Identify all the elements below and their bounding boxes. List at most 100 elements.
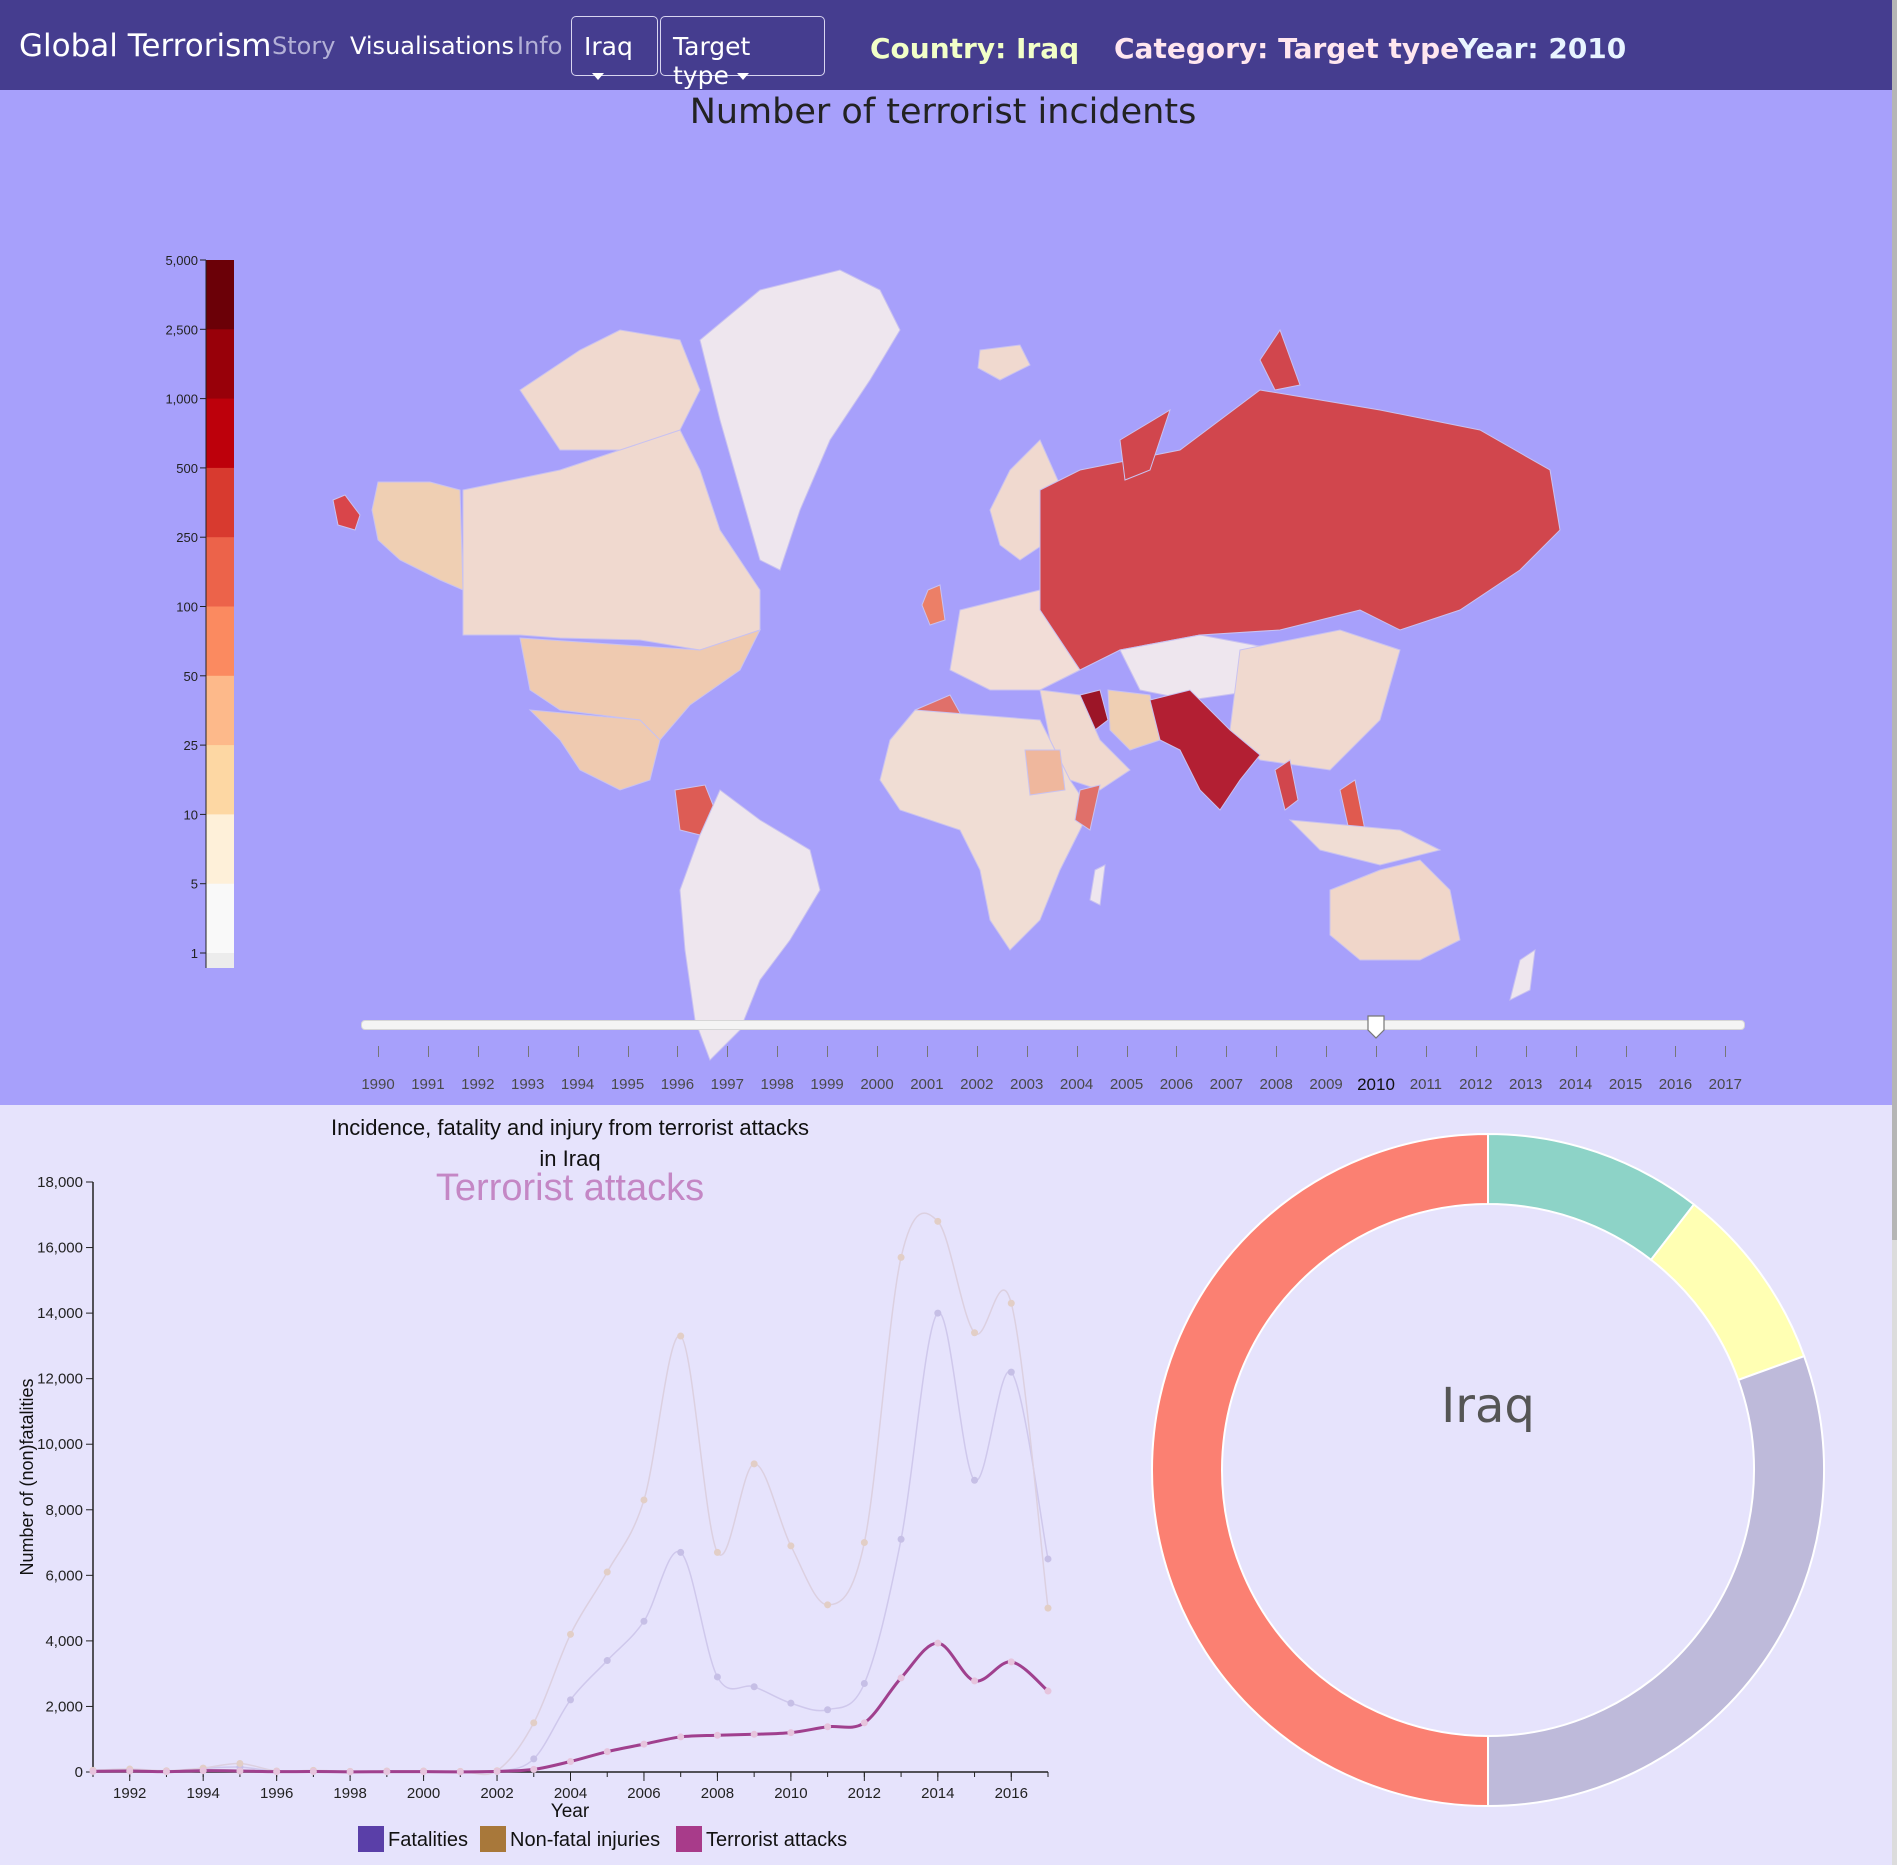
data-point[interactable] bbox=[897, 1535, 905, 1543]
world-map[interactable] bbox=[300, 165, 1580, 1065]
data-point[interactable] bbox=[750, 1683, 758, 1691]
slider-year-label[interactable]: 2006 bbox=[1159, 1076, 1194, 1093]
slider-year-label[interactable]: 2013 bbox=[1509, 1076, 1543, 1093]
data-point[interactable] bbox=[346, 1768, 354, 1776]
data-point[interactable] bbox=[420, 1768, 428, 1776]
data-point[interactable] bbox=[1007, 1368, 1015, 1376]
slider-year-label[interactable]: 2016 bbox=[1658, 1076, 1693, 1093]
slider-year-label[interactable]: 1999 bbox=[810, 1076, 844, 1093]
series-terrorist-attacks[interactable] bbox=[89, 1639, 1052, 1776]
data-point[interactable] bbox=[824, 1601, 832, 1609]
data-point[interactable] bbox=[199, 1767, 207, 1775]
data-point[interactable] bbox=[824, 1706, 832, 1714]
donut-slice[interactable] bbox=[1487, 1354, 1825, 1808]
data-point[interactable] bbox=[934, 1639, 942, 1647]
slider-year-label[interactable]: 2010 bbox=[1357, 1075, 1395, 1094]
data-point[interactable] bbox=[89, 1767, 97, 1775]
data-point[interactable] bbox=[567, 1758, 574, 1766]
data-point[interactable] bbox=[750, 1730, 758, 1738]
donut-slice[interactable] bbox=[1649, 1203, 1806, 1382]
data-point[interactable] bbox=[677, 1733, 685, 1741]
data-point[interactable] bbox=[713, 1731, 721, 1739]
slider-year-label[interactable]: 2000 bbox=[860, 1076, 894, 1093]
slider-year-label[interactable]: 1993 bbox=[511, 1076, 545, 1093]
data-point[interactable] bbox=[677, 1332, 685, 1340]
data-point[interactable] bbox=[603, 1657, 611, 1665]
data-point[interactable] bbox=[383, 1768, 391, 1776]
donut-slice[interactable] bbox=[1487, 1132, 1696, 1262]
data-point[interactable] bbox=[1044, 1555, 1052, 1563]
donut-slice[interactable] bbox=[1151, 1132, 1489, 1808]
slider-year-label[interactable]: 2009 bbox=[1309, 1076, 1343, 1093]
data-point[interactable] bbox=[971, 1476, 979, 1484]
data-point[interactable] bbox=[530, 1719, 538, 1727]
data-point[interactable] bbox=[897, 1253, 905, 1261]
series-line[interactable] bbox=[92, 1641, 1049, 1774]
data-point[interactable] bbox=[567, 1696, 574, 1704]
nav-link-visualisations[interactable]: Visualisations bbox=[350, 32, 515, 60]
slider-year-label[interactable]: 2007 bbox=[1209, 1076, 1243, 1093]
data-point[interactable] bbox=[603, 1748, 611, 1756]
line-chart[interactable]: 0 2,000 4,000 6,000 8,000 10,000 12,000 14,000 1… bbox=[0, 1160, 1080, 1820]
slider-year-label[interactable]: 2015 bbox=[1608, 1076, 1643, 1093]
data-point[interactable] bbox=[934, 1217, 942, 1225]
slider-year-label[interactable]: 2002 bbox=[960, 1076, 994, 1093]
data-point[interactable] bbox=[493, 1767, 501, 1775]
legend-item-fatalities[interactable]: Fatalities bbox=[358, 1826, 468, 1852]
slider-year-label[interactable]: 2004 bbox=[1059, 1076, 1094, 1093]
data-point[interactable] bbox=[787, 1699, 795, 1707]
data-point[interactable] bbox=[640, 1740, 648, 1748]
data-point[interactable] bbox=[640, 1617, 648, 1625]
data-point[interactable] bbox=[640, 1496, 648, 1504]
category-dropdown[interactable]: Target type bbox=[660, 16, 825, 90]
data-point[interactable] bbox=[456, 1768, 464, 1776]
nav-link-info[interactable]: Info bbox=[517, 32, 563, 60]
data-point[interactable] bbox=[603, 1568, 611, 1576]
data-point[interactable] bbox=[236, 1759, 244, 1767]
brand-title[interactable]: Global Terrorism bbox=[19, 28, 272, 64]
data-point[interactable] bbox=[162, 1768, 170, 1776]
data-point[interactable] bbox=[236, 1767, 244, 1775]
data-point[interactable] bbox=[824, 1723, 832, 1731]
data-point[interactable] bbox=[971, 1677, 979, 1685]
slider-year-label[interactable]: 2003 bbox=[1010, 1076, 1044, 1093]
legend-item-non-fatal-injuries[interactable]: Non-fatal injuries bbox=[480, 1826, 660, 1852]
data-point[interactable] bbox=[1007, 1658, 1015, 1666]
slider-year-label[interactable]: 2012 bbox=[1459, 1076, 1493, 1093]
data-point[interactable] bbox=[787, 1729, 795, 1737]
slider-year-label[interactable]: 1997 bbox=[710, 1076, 744, 1093]
slider-year-label[interactable]: 2008 bbox=[1259, 1076, 1293, 1093]
slider-year-label[interactable]: 2005 bbox=[1109, 1076, 1144, 1093]
data-point[interactable] bbox=[1044, 1604, 1052, 1612]
data-point[interactable] bbox=[934, 1309, 942, 1317]
data-point[interactable] bbox=[126, 1767, 134, 1775]
page-scrollbar[interactable] bbox=[1892, 0, 1897, 1865]
data-point[interactable] bbox=[860, 1539, 868, 1547]
slider-year-label[interactable]: 2001 bbox=[910, 1076, 944, 1093]
slider-handle[interactable] bbox=[1367, 1015, 1385, 1039]
slider-year-label[interactable]: 2014 bbox=[1558, 1076, 1593, 1093]
data-point[interactable] bbox=[860, 1680, 868, 1687]
country-dropdown[interactable]: Iraq bbox=[571, 16, 658, 80]
series-fatalities[interactable] bbox=[89, 1309, 1052, 1776]
slider-year-label[interactable]: 2011 bbox=[1409, 1076, 1443, 1093]
data-point[interactable] bbox=[860, 1719, 868, 1727]
data-point[interactable] bbox=[787, 1542, 795, 1550]
slider-year-label[interactable]: 1995 bbox=[610, 1076, 645, 1093]
slider-year-label[interactable]: 1998 bbox=[760, 1076, 794, 1093]
slider-year-label[interactable]: 1994 bbox=[560, 1076, 595, 1093]
data-point[interactable] bbox=[971, 1329, 979, 1337]
series-non-fatal-injuries[interactable] bbox=[89, 1212, 1052, 1776]
data-point[interactable] bbox=[530, 1765, 538, 1773]
series-line[interactable] bbox=[92, 1312, 1049, 1774]
data-point[interactable] bbox=[713, 1548, 721, 1556]
data-point[interactable] bbox=[1007, 1299, 1015, 1307]
data-point[interactable] bbox=[897, 1674, 905, 1682]
series-line[interactable] bbox=[92, 1212, 1049, 1776]
slider-year-label[interactable]: 1996 bbox=[660, 1076, 695, 1093]
donut-chart[interactable]: Iraq bbox=[1140, 1130, 1840, 1830]
slider-year-label[interactable]: 1992 bbox=[461, 1076, 495, 1093]
data-point[interactable] bbox=[713, 1673, 721, 1681]
slider-track[interactable] bbox=[361, 1020, 1745, 1030]
slider-year-label[interactable]: 1990 bbox=[361, 1076, 395, 1093]
